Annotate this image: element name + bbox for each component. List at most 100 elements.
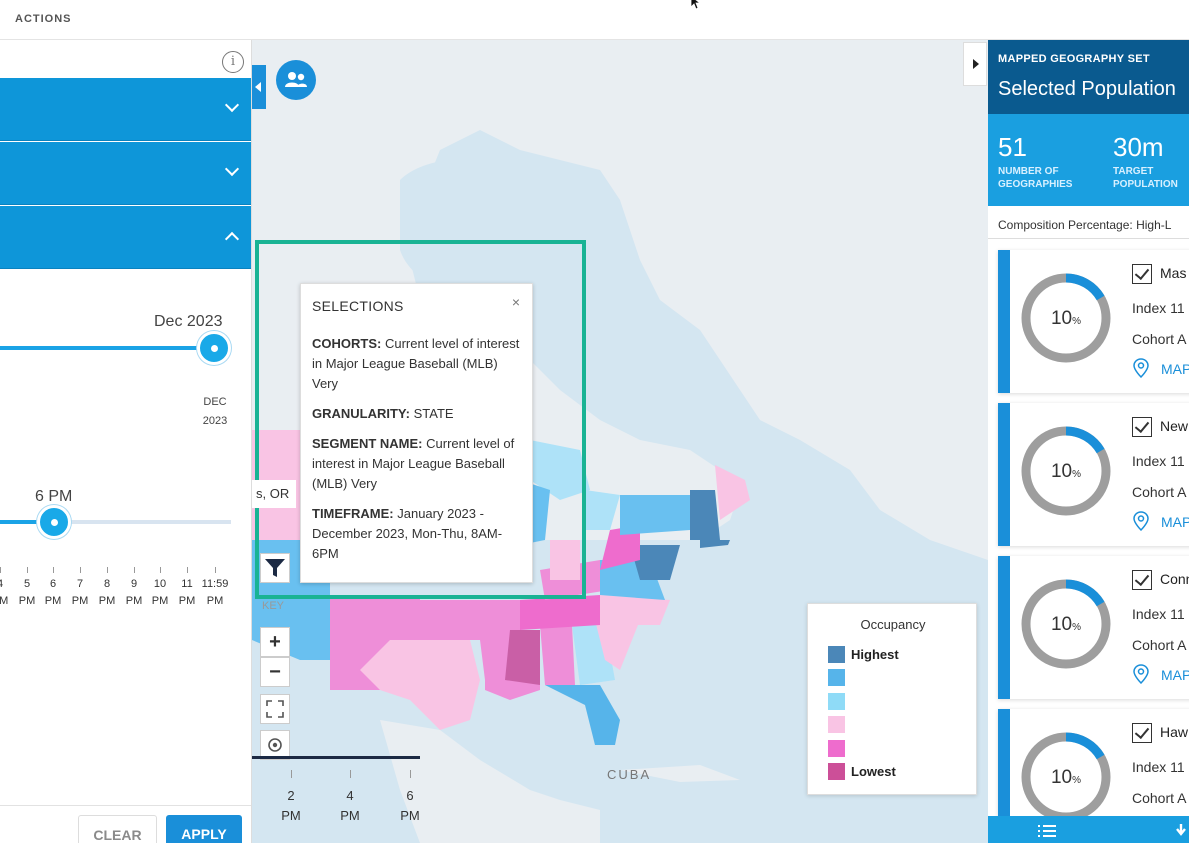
panel-footer — [988, 816, 1189, 843]
geography-card: 10% Mas Index 11 Cohort A MAP — [998, 250, 1189, 393]
legend-title: Occupancy — [860, 617, 926, 632]
map-pin-icon — [1133, 511, 1149, 531]
occupancy-legend: Occupancy Highest Lowest — [807, 603, 977, 795]
hour-tick: 9 PM — [121, 567, 147, 610]
divider — [0, 805, 251, 806]
stat-population: 30m TARGET POPULATION — [1113, 132, 1178, 190]
geography-card: 10% Conn Index 11 Cohort A MAP — [998, 556, 1189, 699]
geography-card: 10% New Index 11 Cohort A MAP — [998, 403, 1189, 546]
select-checkbox[interactable] — [1132, 417, 1152, 437]
timeline-tick: 6 PM — [390, 770, 430, 826]
legend-item — [828, 669, 845, 687]
apply-button[interactable]: APPLY — [166, 815, 242, 843]
map-link[interactable]: MAP — [1161, 514, 1189, 530]
panel-header: MAPPED GEOGRAPHY SET Selected Population — [988, 40, 1189, 114]
accordion-section-3[interactable] — [0, 206, 251, 269]
legend-item — [828, 693, 845, 711]
legend-item-lowest: Lowest — [828, 763, 896, 781]
top-bar: ACTIONS — [0, 0, 1189, 40]
fullscreen-icon[interactable] — [260, 694, 290, 724]
stats-bar: 51 NUMBER OF GEOGRAPHIES 30m TARGET POPU… — [988, 114, 1189, 206]
map-link[interactable]: MAP — [1161, 361, 1189, 377]
segment-row: SEGMENT NAME: Current level of interest … — [312, 436, 515, 491]
mouse-cursor-icon — [690, 0, 702, 10]
time-slider-track[interactable] — [54, 520, 231, 524]
people-icon[interactable] — [276, 60, 316, 100]
cohorts-row: COHORTS: Current level of interest in Ma… — [312, 336, 520, 391]
timeline-tick: 4 PM — [330, 770, 370, 826]
index-value: Index 11 — [1132, 606, 1185, 622]
date-slider-track[interactable] — [0, 346, 214, 350]
cohort-value: Cohort A — [1132, 637, 1187, 653]
map-pin-icon — [1133, 664, 1149, 684]
time-slider-handle[interactable] — [37, 505, 71, 539]
zoom-in-button[interactable]: + — [260, 627, 290, 657]
accordion-section-1[interactable] — [0, 78, 251, 141]
set-label: MAPPED GEOGRAPHY SET — [998, 53, 1150, 65]
geography-name: New — [1160, 418, 1189, 434]
percent-value: 10% — [1050, 614, 1082, 635]
locate-icon[interactable] — [260, 730, 290, 760]
info-icon[interactable]: i — [222, 51, 244, 73]
region-tooltip: s, OR — [252, 480, 296, 508]
time-range-value: 6 PM — [35, 488, 73, 505]
hour-tick: 5 PM — [14, 567, 40, 610]
percent-value: 10% — [1050, 461, 1082, 482]
hour-tick: 7 PM — [67, 567, 93, 610]
map-link[interactable]: MAP — [1161, 667, 1189, 683]
timeline-tick: 2 PM — [271, 770, 311, 826]
hour-tick: 6 PM — [40, 567, 66, 610]
select-checkbox[interactable] — [1132, 264, 1152, 284]
divider — [988, 238, 1189, 239]
geography-set-panel: MAPPED GEOGRAPHY SET Selected Population… — [988, 40, 1189, 843]
index-value: Index 11 — [1132, 300, 1185, 316]
date-tick: DEC 2023 — [202, 396, 228, 427]
selections-popup: SELECTIONS × COHORTS: Current level of i… — [300, 283, 533, 583]
select-checkbox[interactable] — [1132, 723, 1152, 743]
cohort-value: Cohort A — [1132, 331, 1187, 347]
accordion-section-2[interactable] — [0, 142, 251, 205]
selection-highlight — [255, 240, 586, 599]
country-label: CUBA — [607, 767, 652, 782]
download-icon[interactable] — [1175, 824, 1187, 838]
timeline-track[interactable] — [252, 756, 420, 759]
list-icon[interactable] — [1038, 825, 1056, 839]
hour-tick: 8 PM — [94, 567, 120, 610]
cohort-value: Cohort A — [1132, 790, 1187, 806]
geography-name: Conn — [1160, 571, 1189, 587]
legend-item — [828, 740, 845, 758]
date-range-value: Dec 2023 — [154, 313, 223, 330]
hour-tick: 10 PM — [147, 567, 173, 610]
date-slider-handle[interactable] — [197, 331, 231, 365]
chevron-up-icon — [224, 231, 240, 247]
timeframe-row: TIMEFRAME: January 2023 - December 2023,… — [312, 506, 503, 561]
hour-tick: 11:59 PM — [199, 567, 231, 610]
filter-icon[interactable] — [260, 553, 290, 583]
legend-item — [828, 716, 845, 734]
key-label[interactable]: KEY — [262, 600, 285, 612]
percent-value: 10% — [1050, 767, 1082, 788]
donut-chart — [1021, 426, 1111, 516]
select-checkbox[interactable] — [1132, 570, 1152, 590]
filter-panel: i Dec 2023 DEC 2023 6 PM 4PM 5PM 6PM 7PM… — [0, 40, 252, 843]
close-icon[interactable]: × — [511, 294, 520, 310]
granularity-row: GRANULARITY: STATE — [312, 406, 454, 421]
time-slider-fill[interactable] — [0, 520, 54, 524]
popup-title: SELECTIONS — [312, 298, 404, 314]
zoom-out-button[interactable]: − — [260, 657, 290, 687]
collapse-right-panel-button[interactable] — [963, 42, 987, 86]
geography-name: Haw — [1160, 724, 1189, 740]
legend-item-highest: Highest — [828, 646, 899, 664]
percent-value: 10% — [1050, 308, 1082, 329]
collapse-left-panel-button[interactable] — [252, 65, 266, 109]
geography-name: Mas — [1160, 265, 1187, 281]
index-value: Index 11 — [1132, 759, 1185, 775]
composition-label: Composition Percentage: High-L — [998, 218, 1172, 232]
set-title: Selected Population — [998, 78, 1176, 100]
actions-menu[interactable]: ACTIONS — [15, 13, 72, 25]
clear-button[interactable]: CLEAR — [78, 815, 157, 843]
index-value: Index 11 — [1132, 453, 1185, 469]
hour-tick: 11 PM — [174, 567, 200, 610]
map-pin-icon — [1133, 358, 1149, 378]
